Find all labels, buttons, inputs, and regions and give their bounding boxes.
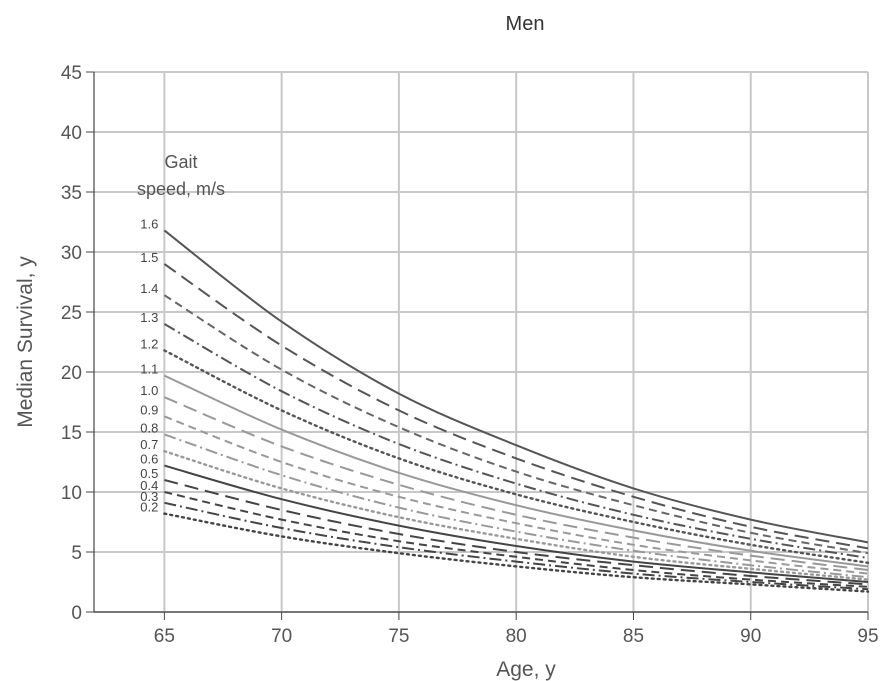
series-label-0-8: 0.8 xyxy=(140,420,158,435)
series-line-0-7 xyxy=(163,450,870,581)
axes xyxy=(93,72,868,613)
series-line-0-5 xyxy=(164,479,869,586)
series-lines xyxy=(163,229,870,593)
x-tick-label: 90 xyxy=(740,626,761,647)
series-label-0-5: 0.5 xyxy=(140,466,158,481)
series-line-1-4 xyxy=(163,294,869,555)
series-label-1-4: 1.4 xyxy=(140,281,158,296)
grid xyxy=(94,71,869,613)
series-line-1-2 xyxy=(163,349,870,564)
series-label-0-9: 0.9 xyxy=(140,402,158,417)
series-line-0-8 xyxy=(164,433,869,579)
series-line-0-2 xyxy=(163,512,870,593)
x-tick-label: 80 xyxy=(506,626,527,647)
series-label-0-4: 0.4 xyxy=(140,478,158,493)
y-tick-label: 10 xyxy=(61,483,82,504)
chart-title: Men xyxy=(506,13,545,35)
series-label-0-7: 0.7 xyxy=(140,437,158,452)
legend-title-gait: Gait xyxy=(164,152,197,172)
series-labels: 1.61.51.41.31.21.11.00.90.80.70.60.50.40… xyxy=(140,216,158,514)
series-label-1-1: 1.1 xyxy=(140,362,158,377)
y-axis-label: Median Survival, y xyxy=(14,256,37,428)
series-line-0-9 xyxy=(164,415,869,575)
y-tick-label: 15 xyxy=(61,423,82,444)
y-tick-label: 20 xyxy=(61,363,82,384)
series-line-1-6 xyxy=(163,229,869,544)
series-label-0-3: 0.3 xyxy=(140,489,158,504)
x-tick-labels: 65 70 75 80 85 90 95 xyxy=(154,612,879,647)
y-tick-label: 35 xyxy=(61,183,82,204)
series-label-0-6: 0.6 xyxy=(140,452,158,467)
series-line-0-4 xyxy=(164,491,869,588)
series-label-1-5: 1.5 xyxy=(140,250,158,265)
legend-title-speed: speed, m/s xyxy=(137,179,225,199)
x-tick-label: 65 xyxy=(154,626,175,647)
series-line-0-6 xyxy=(164,464,869,583)
series-line-1-3 xyxy=(163,323,869,559)
y-tick-label: 5 xyxy=(71,543,82,564)
y-tick-label: 0 xyxy=(71,603,82,624)
series-line-1-1 xyxy=(163,374,869,568)
series-label-1-6: 1.6 xyxy=(140,216,158,231)
y-tick-label: 30 xyxy=(61,243,82,264)
series-line-1-0 xyxy=(164,396,869,571)
x-tick-label: 75 xyxy=(388,626,409,647)
x-axis-label: Age, y xyxy=(496,658,556,681)
y-tick-labels: 0 5 10 15 20 25 30 35 40 45 xyxy=(61,63,94,624)
series-label-1-0: 1.0 xyxy=(140,383,158,398)
series-label-1-2: 1.2 xyxy=(140,336,158,351)
x-tick-label: 85 xyxy=(623,626,644,647)
series-label-1-3: 1.3 xyxy=(140,310,158,325)
y-tick-label: 45 xyxy=(61,63,82,84)
x-tick-label: 95 xyxy=(857,626,878,647)
series-line-1-5 xyxy=(163,263,869,550)
y-tick-label: 40 xyxy=(61,123,82,144)
series-line-0-3 xyxy=(164,501,869,591)
x-tick-label: 70 xyxy=(271,626,292,647)
y-tick-label: 25 xyxy=(61,303,82,324)
series-label-0-2: 0.2 xyxy=(140,500,158,515)
